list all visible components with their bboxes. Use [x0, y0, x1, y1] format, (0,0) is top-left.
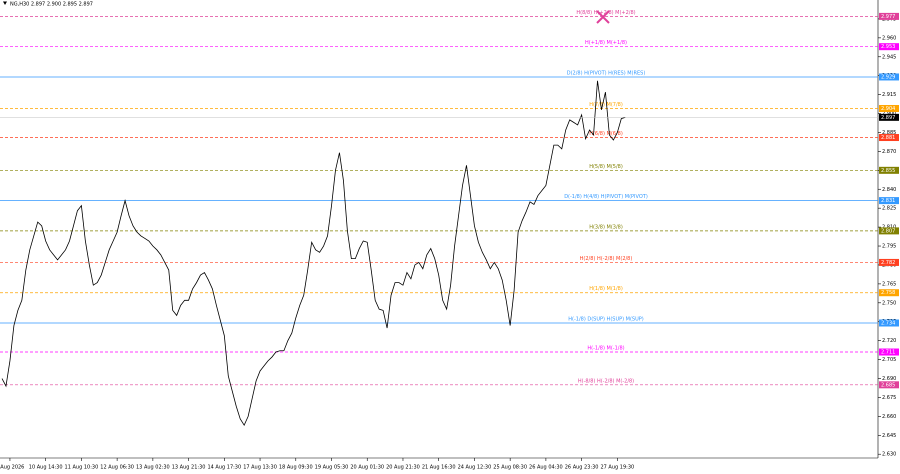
x-tick-label: 18 Aug 09:30: [279, 465, 313, 471]
level-price-box: [879, 134, 899, 142]
y-tick-label: 2.645: [882, 433, 896, 439]
chart-title: NG,H30 2.897 2.900 2.895 2.897: [10, 2, 93, 8]
level-price: 2.831: [881, 198, 895, 204]
level-price: 2.953: [881, 44, 895, 50]
x-tick-label: 19 Aug 05:30: [315, 465, 349, 471]
y-tick-label: 2.630: [882, 452, 896, 458]
y-tick-label: 2.660: [882, 414, 896, 420]
level-price: 2.758: [881, 290, 895, 296]
x-tick-label: 26 Aug 04:30: [529, 465, 563, 471]
y-tick-label: 2.840: [882, 187, 896, 193]
x-tick-label: 11 Aug 10:30: [65, 465, 99, 471]
level-price: 2.782: [881, 260, 895, 266]
level-price-box: [879, 197, 899, 205]
level-label: H(-8/8) H(-2/8) M(-2/8): [578, 378, 634, 384]
cross-marker: [596, 10, 610, 24]
x-tick-label: 20 Aug 21:30: [386, 465, 420, 471]
x-tick-label: 12 Aug 06:30: [100, 465, 134, 471]
last-price-box: [879, 113, 899, 121]
level-label: H(1/8) M(1/8): [589, 286, 623, 292]
level-price: 2.977: [881, 14, 895, 20]
level-price-box: [879, 166, 899, 174]
y-tick-label: 2.795: [882, 244, 896, 250]
level-price: 2.807: [881, 228, 895, 234]
level-price: 2.904: [881, 106, 895, 112]
level-price-box: [879, 105, 899, 113]
level-label: H(6/8) M(6/8): [589, 131, 623, 137]
x-tick-label: 26 Aug 23:30: [565, 465, 599, 471]
x-tick-label: 27 Aug 19:30: [600, 465, 634, 471]
level-label: H(-1/8) D(SUP) H(SUP) M(SUP): [568, 316, 644, 322]
level-price-box: [879, 348, 899, 356]
level-label: H(5/8) M(5/8): [589, 164, 623, 170]
x-tick-label: 25 Aug 08:30: [493, 465, 527, 471]
level-price: 2.929: [881, 74, 895, 80]
level-price: 2.711: [881, 350, 895, 356]
y-tick-label: 2.675: [882, 395, 896, 401]
x-tick-label: 13 Aug 02:30: [136, 465, 170, 471]
level-price-box: [879, 319, 899, 327]
x-tick-label: 24 Aug 12:30: [458, 465, 492, 471]
y-tick-label: 2.870: [882, 149, 896, 155]
level-price: 2.855: [881, 168, 895, 174]
level-price-box: [879, 258, 899, 266]
y-tick-label: 2.960: [882, 35, 896, 41]
y-tick-label: 2.750: [882, 300, 896, 306]
title-icon: [3, 1, 7, 5]
y-tick-label: 2.915: [882, 92, 896, 98]
level-price-box: [879, 381, 899, 389]
x-tick-label: 13 Aug 21:30: [172, 465, 206, 471]
level-label: H(3/8) M(3/8): [589, 224, 623, 230]
level-price-box: [879, 73, 899, 81]
level-label: D(2/8) H(PIVOT) H(RES) M(RES): [567, 70, 646, 76]
price-line: [1, 80, 626, 427]
level-price: 2.881: [881, 135, 895, 141]
y-tick-label: 2.945: [882, 54, 896, 60]
x-tick-label: 20 Aug 01:30: [350, 465, 384, 471]
level-price: 2.685: [881, 382, 895, 388]
x-tick-label: 14 Aug 17:30: [207, 465, 241, 471]
x-tick-label: 21 Aug 16:30: [422, 465, 456, 471]
x-tick-label: 17 Aug 13:30: [243, 465, 277, 471]
level-label: H(-1/8) M(-1/8): [587, 346, 624, 352]
level-label: H(+1/8) M(+1/8): [585, 40, 627, 46]
level-price-box: [879, 289, 899, 297]
y-tick-label: 2.765: [882, 281, 896, 287]
level-price-box: [879, 12, 899, 20]
y-tick-label: 2.690: [882, 376, 896, 382]
level-price-box: [879, 43, 899, 51]
level-price: 2.734: [881, 320, 895, 326]
y-tick-label: 2.720: [882, 338, 896, 344]
y-tick-label: 2.825: [882, 206, 896, 212]
last-price-label: 2.897: [881, 115, 895, 121]
level-label: H(2/8) H(-2/8) M(2/8): [580, 256, 633, 262]
level-price-box: [879, 227, 899, 235]
y-tick-label: 2.885: [882, 130, 896, 136]
x-tick-label: 7 Aug 2026: [0, 465, 24, 471]
x-tick-label: 10 Aug 14:30: [29, 465, 63, 471]
y-tick-label: 2.705: [882, 357, 896, 363]
level-label: D(-1/8) H(4/8) H(PIVOT) M(PIVOT): [564, 194, 648, 200]
level-label: H(7/8) M(7/8): [589, 102, 623, 108]
